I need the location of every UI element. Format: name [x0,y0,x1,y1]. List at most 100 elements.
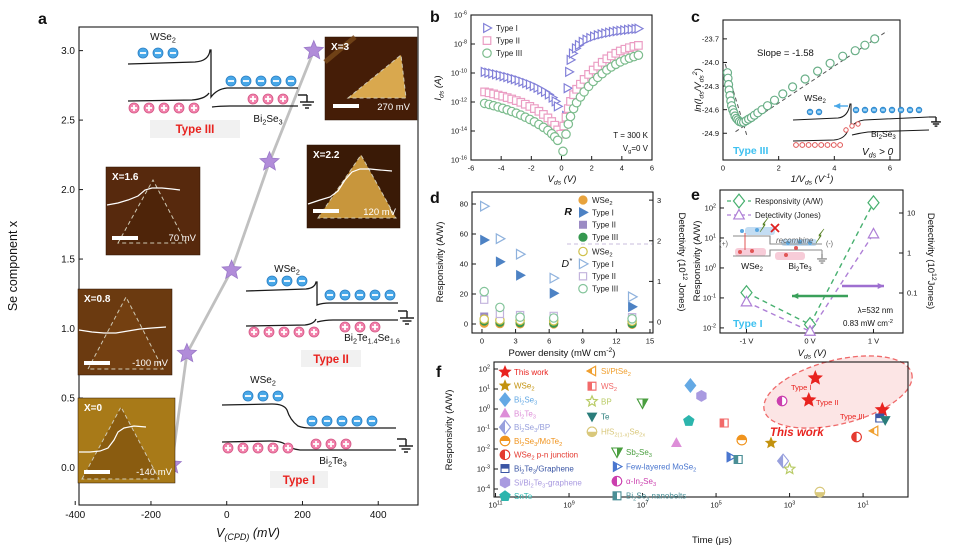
y-tick: 10-16 [451,156,467,165]
y2-tick: 1 [907,249,911,258]
this-work-annotation: This work [770,427,824,439]
afm-inset-X=3: X=3 270 mV [323,35,418,121]
marker-circle [552,135,563,146]
series-a-in2se3 [776,395,788,407]
series-D-type-3 [479,286,637,324]
series-snte [683,415,695,426]
x-tick: 1011 [489,501,503,510]
marker-square [587,381,597,391]
y-tick: 1.5 [61,255,75,266]
legend-label: Si/Bi2Te3-graphene [514,478,582,489]
material-right: Bi2Te3 [319,456,346,469]
afm-inset-X=0.8: X=0.8 -100 mV [77,288,173,376]
marker-square [733,455,743,464]
marker-tri-right [480,234,491,246]
y-tick: 0.5 [61,394,75,405]
marker-tri-right [516,269,526,281]
y-tick: 3.0 [61,46,75,57]
legend-label: This work [514,368,549,377]
band-diagram-Type II: WSe2 Bi2Te1.4Se1.6 Type II [245,264,414,367]
series-type-3-fn-plot [722,34,880,127]
marker-circle [563,119,574,129]
marker-circle [611,475,623,487]
panel-letter-d: d [430,190,440,207]
marker-circle [578,283,588,294]
marker-square [480,295,489,304]
marker-circle [870,34,880,44]
legend-label: WS2 [601,382,617,393]
legend-label: Responsivity (A/W) [755,197,823,206]
afm-inset-X=2.2: X=2.2 120 mV [306,144,401,229]
inset-recombine: recombine [776,236,814,245]
x-tick: 0 [559,164,563,173]
series-type-1 [480,23,645,122]
marker-circle [633,50,644,60]
marker-tri-right [563,82,574,94]
marker-circle [515,312,525,322]
x-tick: -2 [528,164,535,173]
y-tick: 10-2 [477,445,490,454]
series-bi2se3 [684,377,697,394]
inset-label: X=3 [331,42,350,53]
inset-scale: -100 mV [132,358,169,369]
marker-square [578,272,588,281]
y-tick: 60 [460,230,468,239]
marker-hexagon [696,389,707,402]
marker-tri-right [612,461,624,473]
x-tick: 6 [547,337,551,346]
marker-tri-right [726,451,737,463]
marker-tri-up [803,324,817,336]
x-tick: 3 [513,337,517,346]
x-tick: 0 [224,510,230,521]
inset-scale: 120 mV [363,207,396,218]
y2-tick: 0.1 [907,289,917,298]
y-tick: 1.0 [61,324,75,335]
marker-circle [561,129,571,139]
y2-tick: 2 [657,236,661,245]
x-tick: 9 [581,337,585,346]
legend-group-R: R [564,206,572,218]
legend-label: Type I [592,208,614,217]
x-tick: 6 [888,164,892,173]
series-responsivity [740,194,880,333]
marker-star [585,394,599,408]
star-label-type-1: Type I [791,383,811,392]
series-hfs2-se2x [814,486,826,498]
series-wse2-pn-junction [851,431,862,443]
marker-diamond [732,193,746,209]
legend-label: Bi2Se3 [514,395,537,406]
marker-circle [495,302,505,313]
y-axis-label: Responsivity (A/W) [444,390,455,471]
legend-label: Bi2Te3/Graphene [514,464,574,475]
marker-tri-right [634,23,645,34]
series-te [879,416,891,426]
marker-tri-right [578,258,590,270]
y-tick: 102 [705,204,716,213]
marker-circle [479,314,490,324]
panel-letter-e: e [691,187,700,204]
marker-circle [787,82,798,92]
marker-circle [736,434,748,446]
legend-label: Bi2Te3 [514,409,536,420]
type-1-tag: Type I [733,318,763,330]
y-tick: 2.0 [61,185,75,196]
y-tick: 10-10 [451,69,467,78]
x-axis-label: Vds (V) [548,174,577,186]
marker-tri-up [740,295,753,307]
band-diagram-Type III: WSe2 Bi2Se3 Type III [127,32,314,138]
type-label: Type III [176,124,215,136]
legend-label: Type III [592,285,618,294]
material-left: WSe2 [274,264,300,277]
marker-tri-up [732,208,746,220]
legend-label: Type III [592,233,618,242]
x-tick: 4 [832,164,836,173]
y-tick: 10-8 [454,40,467,49]
marker-diamond [684,377,697,394]
marker-tri-left [868,425,879,437]
y-tick: 101 [705,234,716,243]
marker-tri-down [586,412,598,423]
marker-circle [499,449,511,461]
this-work-ellipse [763,355,913,429]
type-3-tag: Type III [733,145,768,157]
panel-letter-c: c [691,9,700,26]
